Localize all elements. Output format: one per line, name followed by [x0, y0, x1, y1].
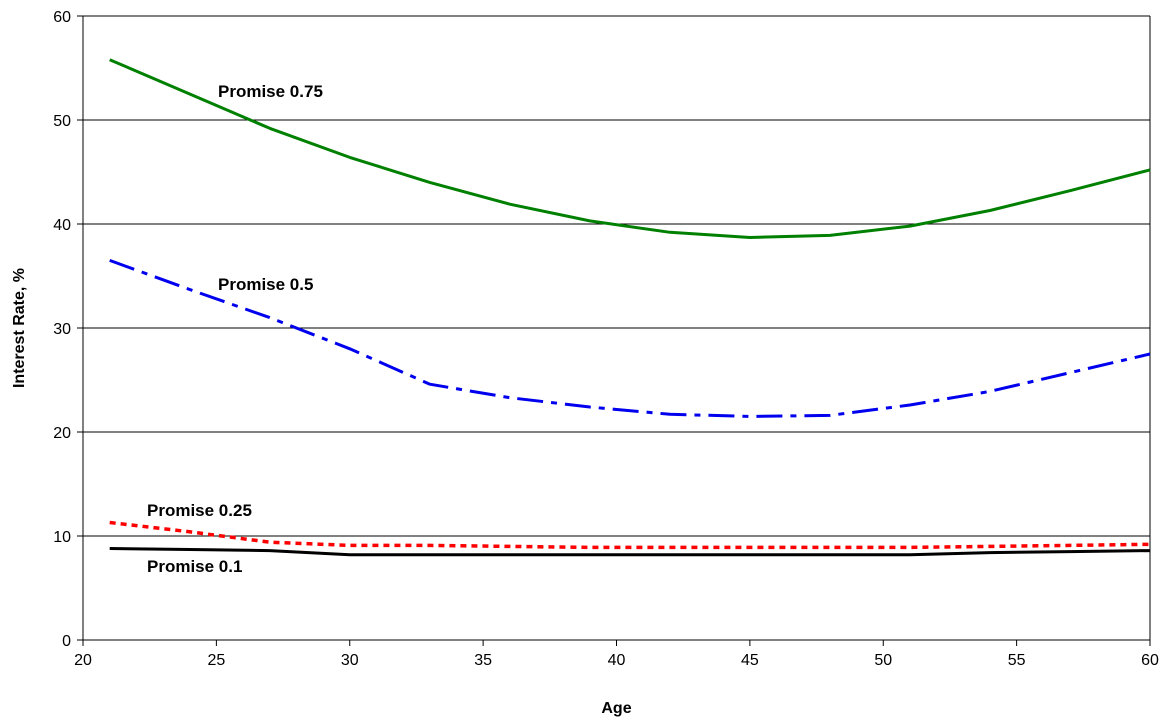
x-tick-label: 25	[207, 652, 225, 669]
x-tick-label: 35	[474, 652, 492, 669]
series-label-1: Promise 0.5	[218, 275, 313, 294]
x-tick-label: 30	[341, 652, 359, 669]
series-line-3	[109, 547, 1151, 557]
y-tick-label: 30	[53, 321, 71, 338]
x-tick-label: 55	[1008, 652, 1026, 669]
y-tick-label: 60	[53, 9, 71, 26]
x-tick-label: 50	[874, 652, 892, 669]
tick-labels: 0 10 20 30 40 50 60 20 25 30 35 40 45 50 55 60	[53, 9, 1159, 669]
series-label-3: Promise 0.1	[147, 557, 242, 576]
series-line-0	[109, 58, 1151, 239]
series-labels: Promise 0.75 Promise 0.5 Promise 0.25 Promi…	[147, 82, 323, 576]
series-line-2	[109, 520, 1151, 550]
y-tick-label: 40	[53, 217, 71, 234]
x-tick-label: 20	[74, 652, 92, 669]
series-line-1	[109, 258, 1151, 418]
x-axis-title: Age	[601, 700, 631, 717]
x-tick-label: 60	[1141, 652, 1159, 669]
y-tick-label: 10	[53, 529, 71, 546]
y-tick-label: 0	[62, 633, 71, 650]
y-tick-label: 50	[53, 113, 71, 130]
series-label-0: Promise 0.75	[218, 82, 323, 101]
y-tick-label: 20	[53, 425, 71, 442]
series-label-2: Promise 0.25	[147, 501, 252, 520]
x-tick-label: 45	[741, 652, 759, 669]
axes	[77, 15, 1151, 646]
series-lines	[109, 58, 1151, 557]
x-tick-label: 40	[608, 652, 626, 669]
y-axis-title: Interest Rate, %	[11, 268, 28, 388]
